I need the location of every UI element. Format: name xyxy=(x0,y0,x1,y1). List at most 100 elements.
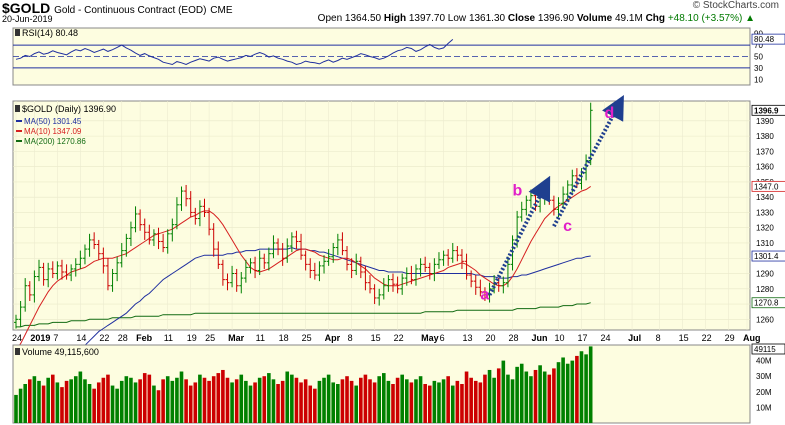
volume-bar xyxy=(14,394,18,423)
volume-bar xyxy=(299,382,303,423)
rsi-value-box xyxy=(751,33,785,45)
volume-bar xyxy=(409,382,414,423)
price-tick-label: 1380 xyxy=(756,132,774,141)
volume-bar xyxy=(317,380,322,423)
x-tick-label: 28 xyxy=(509,333,519,343)
volume-bar xyxy=(570,360,575,423)
ma200-line xyxy=(16,302,591,328)
volume-bar xyxy=(221,369,225,423)
rsi-line xyxy=(15,39,454,66)
volume-bar xyxy=(529,376,533,423)
volume-legend: Volume 49,115,600 xyxy=(22,347,99,357)
rsi-legend: RSI(14) 80.48 xyxy=(22,28,78,38)
volume-bar xyxy=(427,385,432,423)
volume-bar xyxy=(372,382,377,423)
volume-bar xyxy=(50,374,55,423)
volume-bar xyxy=(313,388,317,423)
volume-panel xyxy=(12,344,751,424)
indicator-legend: MA(10) 1347.09 xyxy=(24,127,82,136)
rsi-tick-label: 10 xyxy=(754,75,763,84)
volume-bar xyxy=(515,366,519,423)
x-tick-label: 24 xyxy=(600,333,610,343)
volume-bar xyxy=(349,380,354,423)
volume-bar xyxy=(156,390,161,423)
low-value: 1361.30 xyxy=(468,13,506,24)
volume-bar xyxy=(492,377,496,423)
volume-bar xyxy=(414,379,418,423)
volume-bar xyxy=(460,384,464,423)
wave-label: c xyxy=(563,218,572,235)
price-value-box xyxy=(751,250,785,262)
symbol-description: Gold - Continuous Contract (EOD) xyxy=(54,5,207,16)
high-value: 1397.70 xyxy=(408,13,446,24)
volume-bar xyxy=(234,379,239,423)
x-tick-label: 19 xyxy=(187,333,197,343)
wave-label: d xyxy=(604,105,614,122)
volume-bar xyxy=(46,377,50,423)
volume-bar xyxy=(225,377,230,423)
volume-bar xyxy=(60,387,64,423)
price-value-label: 1347.0 xyxy=(754,182,779,191)
volume-bar xyxy=(211,376,216,423)
price-legend: $GOLD (Daily) 1396.90 xyxy=(22,104,116,114)
chart-header: $GOLD Gold - Continuous Contract (EOD) C… xyxy=(0,0,785,26)
exchange: CME xyxy=(210,5,233,16)
volume-bar xyxy=(404,379,409,423)
volume-bar xyxy=(142,373,147,423)
x-tick-label: 25 xyxy=(205,333,215,343)
volume-bar xyxy=(32,376,37,423)
volume-tick-label: 20M xyxy=(756,388,772,397)
price-tick-label: 1310 xyxy=(756,239,774,248)
price-tick-label: 1280 xyxy=(756,285,774,294)
indicator-legend: MA(50) 1301.45 xyxy=(24,117,82,126)
x-tick-label: 29 xyxy=(725,333,735,343)
x-tick-label: Jul xyxy=(628,333,641,343)
price-value-box xyxy=(751,297,785,309)
volume-value-box xyxy=(751,343,785,355)
volume-bar xyxy=(450,385,455,423)
price-value-label: 1396.9 xyxy=(754,106,779,115)
volume-bar xyxy=(473,380,478,423)
price-tick-label: 1340 xyxy=(756,193,774,202)
rsi-tick-label: 50 xyxy=(754,53,763,62)
volume-bar xyxy=(119,380,124,423)
volume-bar xyxy=(198,374,202,423)
volume-tick-label: 40M xyxy=(756,357,772,366)
volume-value: 49.1M xyxy=(615,13,643,24)
volume-bar xyxy=(188,385,193,423)
x-tick-label: 13 xyxy=(463,333,473,343)
rsi-tick-label: 30 xyxy=(754,64,763,73)
volume-bar xyxy=(437,382,441,423)
x-tick-label: 22 xyxy=(99,333,109,343)
x-tick-label: 11 xyxy=(164,333,173,343)
volume-bar xyxy=(478,382,483,423)
volume-bar xyxy=(193,382,198,423)
price-value-box xyxy=(751,104,785,116)
volume-bar xyxy=(161,379,165,423)
volume-bar xyxy=(469,377,473,423)
price-tick-label: 1320 xyxy=(756,224,774,233)
x-tick-label: Feb xyxy=(136,333,153,343)
volume-bar xyxy=(294,377,299,423)
price-value-label: 1270.8 xyxy=(754,299,779,308)
wave-arrow xyxy=(552,94,624,228)
x-tick-label: 8 xyxy=(656,333,661,343)
volume-bar xyxy=(432,380,437,423)
price-tick-label: 1260 xyxy=(756,315,774,324)
price-value-label: 1301.4 xyxy=(754,252,779,261)
volume-bar xyxy=(27,379,32,423)
volume-bar xyxy=(363,374,368,423)
chg-up-icon: ▲ xyxy=(745,13,755,24)
x-tick-label: Mar xyxy=(228,333,245,343)
volume-bar xyxy=(106,374,110,423)
rsi-tick-label: 70 xyxy=(754,41,763,50)
volume-tick-label: 10M xyxy=(756,403,772,412)
wave-label: b xyxy=(513,183,523,200)
x-tick-label: Aug xyxy=(743,333,761,343)
volume-bar xyxy=(244,380,248,423)
volume-bar xyxy=(326,374,331,423)
volume-bar xyxy=(322,377,326,423)
volume-bar xyxy=(377,376,382,423)
volume-bar xyxy=(152,385,156,423)
volume-bar xyxy=(276,384,280,423)
